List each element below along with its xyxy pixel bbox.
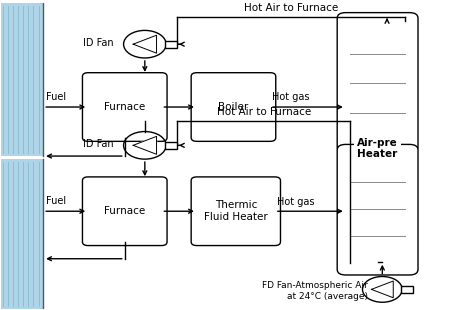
Bar	[164, 142, 177, 149]
Text: Air-pre
Heater: Air-pre Heater	[357, 138, 398, 159]
FancyBboxPatch shape	[191, 73, 276, 141]
Text: Boiler: Boiler	[219, 102, 248, 112]
Text: Hot Air to Furnace: Hot Air to Furnace	[244, 3, 338, 13]
Polygon shape	[133, 136, 156, 154]
Text: Furnace: Furnace	[104, 102, 146, 112]
Text: FD Fan-Atmospheric Air
at 24°C (average): FD Fan-Atmospheric Air at 24°C (average)	[263, 281, 368, 301]
Polygon shape	[133, 35, 156, 53]
Text: Fuel: Fuel	[46, 196, 66, 206]
FancyBboxPatch shape	[82, 177, 167, 246]
Text: Furnace: Furnace	[104, 206, 146, 216]
FancyBboxPatch shape	[337, 13, 418, 153]
Text: Thermic
Fluid Heater: Thermic Fluid Heater	[204, 201, 268, 222]
FancyBboxPatch shape	[337, 144, 418, 275]
Bar	[164, 41, 177, 48]
FancyBboxPatch shape	[0, 3, 43, 156]
Text: ID Fan: ID Fan	[83, 139, 114, 149]
Bar	[401, 286, 413, 293]
Text: Hot gas: Hot gas	[273, 92, 310, 102]
Text: ID Fan: ID Fan	[83, 38, 114, 48]
Polygon shape	[372, 281, 393, 298]
Text: Hot gas: Hot gas	[277, 197, 315, 207]
Text: Fuel: Fuel	[46, 91, 66, 101]
Text: Hot Air to Furnace: Hot Air to Furnace	[217, 107, 311, 117]
FancyBboxPatch shape	[0, 159, 43, 309]
FancyBboxPatch shape	[191, 177, 281, 246]
FancyBboxPatch shape	[82, 73, 167, 141]
